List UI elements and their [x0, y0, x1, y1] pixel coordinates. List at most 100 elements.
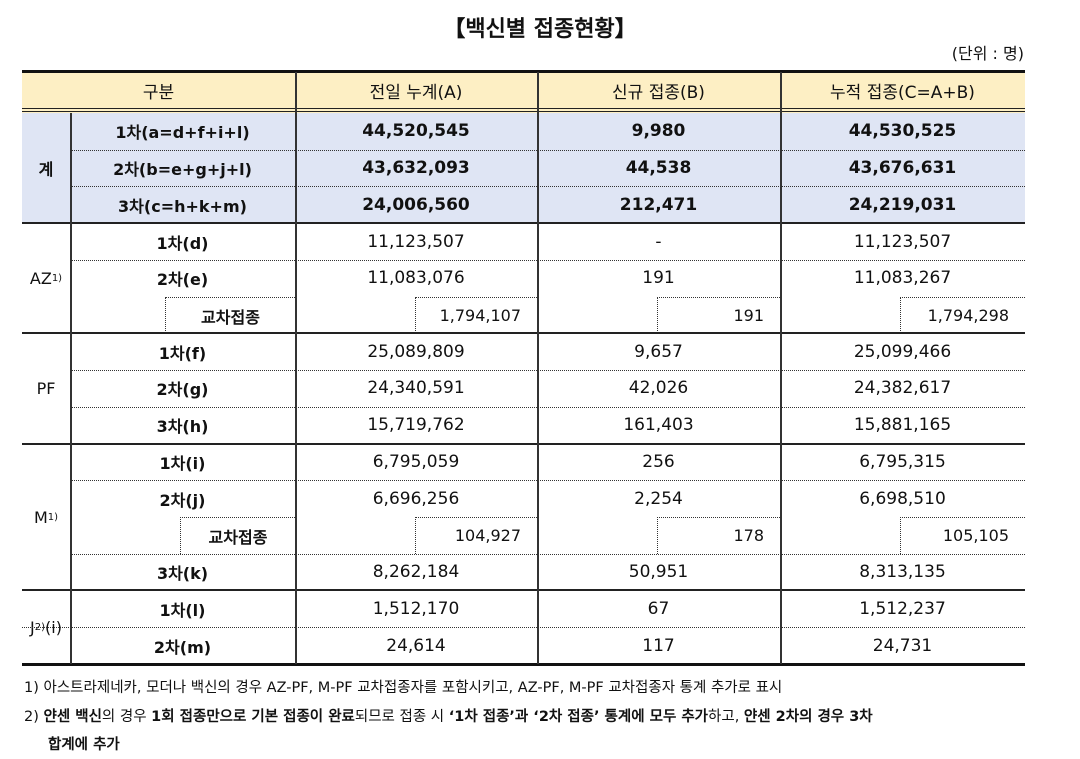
rule [70, 186, 1025, 188]
value: 212,471 [619, 194, 698, 215]
value: 9,657 [634, 341, 683, 362]
value: 44,530,525 [848, 121, 957, 142]
footnote-text: 되므로 접종 시 [354, 709, 449, 725]
header-bg [22, 72, 1025, 113]
rule [22, 108, 1025, 109]
value: 50,951 [628, 562, 689, 583]
rule [22, 627, 1025, 629]
footnote-text: 1회 접종만으로 기본 접종이 완료 [151, 709, 355, 725]
group-name: PF [36, 378, 56, 398]
cross-value: 104,927 [415, 517, 537, 554]
row-label: 1차(l) [159, 600, 206, 620]
group-name: AZ [29, 268, 52, 288]
rule [780, 72, 782, 664]
rule [70, 149, 1025, 151]
header-cell: 전일 누계(A) [369, 82, 463, 103]
footnote: 합계에 추가 [48, 733, 120, 754]
row-label: 2차(m) [153, 637, 212, 657]
group-label: AZ 1) [22, 223, 70, 333]
value: 6,698,510 [859, 488, 946, 509]
footnote-text: ‘1차 접종’과 ‘2차 접종’ 통계에 모두 추가 [448, 709, 709, 725]
value: 8,262,184 [372, 562, 460, 583]
footnote-marker: 1) [24, 680, 39, 696]
value: 15,881,165 [853, 415, 952, 436]
rule [22, 662, 1025, 666]
group-sup: 1) [47, 511, 59, 523]
group-label: M 1) [22, 444, 70, 591]
value: 24,382,617 [853, 378, 952, 399]
value: 24,219,031 [848, 194, 957, 215]
rule [22, 442, 1025, 445]
value: 43,632,093 [362, 158, 470, 179]
footnote: 1) 아스트라제네카, 모더나 백신의 경우 AZ-PF, M-PF 교차접종자… [24, 676, 782, 697]
value: 11,083,076 [367, 268, 465, 289]
row-label: 2차(j) [159, 490, 206, 510]
header-cell: 누적 접종(C=A+B) [830, 82, 975, 103]
value: 9,980 [631, 121, 686, 142]
row-label: 2차(g) [156, 380, 209, 400]
value: 1,512,237 [859, 598, 946, 619]
value: 8,313,135 [859, 562, 946, 583]
cross-value: 1,794,107 [415, 296, 537, 334]
value: 25,099,466 [853, 341, 952, 362]
title: 【백신별 접종현황】 [443, 17, 637, 42]
group-suffix: (i) [45, 617, 62, 637]
cross-value: 1,794,298 [900, 296, 1025, 334]
row-label: 3차(h) [156, 417, 209, 437]
value: 24,340,591 [367, 378, 465, 399]
cross-value: 178 [657, 517, 780, 554]
row-label: 1차(d) [156, 233, 209, 253]
value: - [655, 231, 662, 252]
total-bg [22, 113, 1025, 224]
group-name: 계 [38, 160, 54, 180]
value: 6,795,315 [859, 451, 946, 472]
cross-value: 191 [657, 296, 780, 334]
group-sup: 2) [34, 621, 46, 633]
row-label: 1차(i) [159, 453, 206, 473]
group-name: J [30, 617, 35, 637]
value: 24,731 [872, 635, 933, 656]
rule [22, 332, 1025, 335]
value: 43,676,631 [848, 158, 957, 179]
group-sup: 1) [51, 272, 63, 284]
header-cell: 신규 접종(B) [612, 82, 705, 103]
value: 11,083,267 [853, 268, 952, 289]
group-name: M [33, 507, 48, 527]
value: 11,123,507 [367, 231, 465, 252]
rule [22, 589, 1025, 592]
row-label: 3차(c=h+k+m) [118, 196, 247, 216]
rule [70, 259, 1025, 261]
footnote-text: 아스트라제네카, 모더나 백신의 경우 AZ-PF, M-PF 교차접종자를 포… [43, 680, 783, 696]
footnote-text: 얀센 2차의 경우 3차 [743, 709, 873, 725]
value: 2,254 [634, 488, 683, 509]
cross-label: 교차접종 [180, 517, 295, 554]
value: 6,696,256 [372, 488, 460, 509]
row-label: 1차(a=d+f+i+l) [115, 123, 250, 143]
value: 24,006,560 [362, 194, 470, 215]
value: 24,614 [386, 635, 446, 656]
group-label: PF [22, 333, 70, 443]
value: 6,795,059 [372, 451, 460, 472]
unit: (단위 : 명) [951, 44, 1024, 63]
value: 44,538 [625, 158, 692, 179]
footnote-text: 합계에 추가 [48, 737, 120, 753]
footnote-marker: 2) [24, 709, 39, 725]
value: 15,719,762 [367, 415, 465, 436]
group-label: J 2) (i) [22, 590, 70, 663]
cross-label: 교차접종 [165, 296, 295, 334]
rule [70, 480, 1025, 482]
value: 67 [647, 598, 670, 619]
value: 25,089,809 [367, 341, 465, 362]
rule [295, 72, 297, 664]
rule [22, 70, 1025, 73]
footnote-text: 하고, [708, 709, 744, 725]
footnote-text: 얀센 백신 [43, 709, 102, 725]
rule [70, 370, 1025, 372]
row-label: 3차(k) [156, 564, 209, 584]
rule [22, 111, 1025, 112]
rule [70, 113, 72, 664]
row-label: 2차(e) [156, 270, 209, 290]
value: 44,520,545 [362, 121, 470, 142]
footnote: 2) 얀센 백신의 경우 1회 접종만으로 기본 접종이 완료되므로 접종 시 … [24, 705, 873, 726]
value: 117 [642, 635, 675, 656]
